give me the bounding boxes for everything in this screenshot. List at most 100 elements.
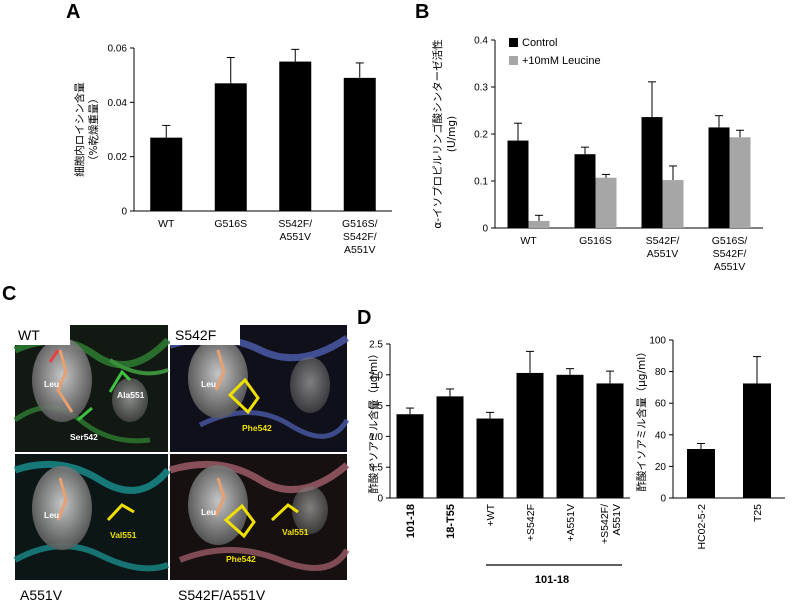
y-tick-label: 0.02: [108, 152, 128, 163]
panel-label-d: D: [357, 307, 371, 329]
y-tick-label: 40: [655, 430, 667, 441]
quad-label-a551v: A551V: [20, 587, 63, 603]
label-leu-double: Leu: [201, 507, 216, 517]
bar: [279, 61, 312, 212]
x-tick-label: S542F/: [278, 218, 312, 230]
x-tick-label: A551V: [279, 231, 311, 243]
y-tick-label: 1.0: [369, 432, 383, 443]
x-tick-label: G516S/: [712, 235, 748, 247]
quad-label-s542f: S542F: [175, 327, 216, 343]
y-tick-label: 0: [482, 224, 488, 235]
legend-swatch-control: [509, 38, 518, 47]
x-tick-label: A551V: [611, 504, 623, 536]
x-tick-label: G516S/: [342, 218, 378, 230]
x-tick-label: S542F/: [646, 235, 680, 247]
label-leu-wt: Leu: [44, 379, 59, 389]
x-tick-label: 101-18: [405, 504, 417, 538]
y-axis-label: 細胞内ロイシン含量: [73, 82, 86, 177]
bar: [596, 383, 624, 498]
chart-d-right: 0 20 40 60 80 100 HC02-5-2 T25 酢酸イソアミル含量（μg/ml）: [635, 336, 785, 550]
x-tick-label: +WT: [485, 503, 497, 526]
structure-wt: Leu Ala551 Ser542: [13, 325, 171, 452]
y-tick-label: 2.5: [369, 340, 383, 351]
bar: [528, 220, 550, 228]
y-axis-label: (U/mg): [446, 116, 458, 152]
y-tick-label: 0: [377, 494, 383, 505]
bar: [662, 180, 684, 228]
bar: [436, 396, 464, 498]
y-tick-label: 0.4: [474, 36, 488, 47]
y-tick-label: 0: [121, 207, 127, 218]
y-tick-label: 2.0: [369, 370, 383, 381]
bar: [214, 83, 247, 211]
y-tick-label: 80: [655, 367, 667, 378]
label-phe542-s542f: Phe542: [242, 423, 272, 433]
quad-label-wt: WT: [18, 327, 40, 343]
bar: [476, 418, 504, 498]
chart-d-left: 0 0.5 1.0 1.5 2.0 2.5 101-18 18-T55 +WT +S542F +A5…: [367, 340, 630, 586]
y-tick-label: 100: [649, 336, 666, 347]
x-tick-label: G516S: [579, 235, 612, 247]
chart-a: 0 0.02 0.04 0.06 WT G516S S542F/A551V G516S/S54…: [73, 44, 392, 256]
x-tick-label: WT: [158, 218, 175, 230]
y-tick-label: 0.5: [369, 463, 383, 474]
bar: [150, 137, 183, 211]
x-tick-label: WT: [520, 235, 537, 247]
bar: [516, 372, 544, 498]
s542f-label-bg: [170, 325, 240, 345]
structure-s542f: Leu Phe542: [168, 325, 350, 452]
x-tick-label: +S542F: [525, 504, 537, 541]
x-tick-label: A551V: [344, 244, 376, 256]
bar: [743, 383, 771, 498]
bar: [595, 177, 617, 228]
x-tick-label: 18-T55: [445, 504, 457, 539]
x-tick-label: A551V: [714, 261, 746, 273]
group-label: 101-18: [535, 574, 569, 586]
label-leu-s542f: Leu: [201, 379, 216, 389]
bar: [641, 117, 663, 228]
quad-label-double: S542F/A551V: [178, 587, 266, 603]
panel-label-a: A: [66, 1, 80, 23]
y-axis-label: 酢酸イソアミル含量（μg/ml）: [367, 348, 380, 493]
bar: [343, 77, 376, 211]
y-tick-label: 60: [655, 399, 667, 410]
panel-label-c: C: [2, 283, 16, 305]
x-tick-label: G516S: [214, 218, 247, 230]
label-val551-a551v: Val551: [110, 530, 137, 540]
label-ala551: Ala551: [117, 390, 145, 400]
y-tick-label: 1.5: [369, 401, 383, 412]
chart-b: 0 0.1 0.2 0.3 0.4 WT G516S S542F/A551V G516S/S54…: [431, 36, 763, 273]
y-tick-label: 0.06: [108, 44, 128, 55]
x-tick-label: S542F/: [713, 248, 747, 260]
bar: [556, 374, 584, 498]
structure-a551v: Leu Val551: [13, 454, 171, 580]
legend-swatch-leucine: [509, 56, 518, 65]
label-val551-double: Val551: [282, 527, 309, 537]
x-tick-label: +S542F/: [599, 504, 611, 544]
x-tick-label: HC02-5-2: [696, 504, 708, 550]
structure-double: Leu Val551 Phe542: [168, 454, 350, 580]
y-axis-label: α-イソプロピルリンゴ酸シンターゼ活性: [431, 39, 444, 228]
label-ser542: Ser542: [70, 432, 98, 442]
bar: [507, 140, 529, 228]
y-tick-label: 0: [660, 494, 666, 505]
x-tick-label: S542F/: [343, 231, 377, 243]
y-axis-label: （%乾燥重量）: [87, 93, 100, 166]
y-tick-label: 0.3: [474, 83, 488, 94]
y-tick-label: 20: [655, 462, 667, 473]
legend-label-control: Control: [522, 37, 557, 49]
bar: [687, 449, 715, 498]
label-leu-a551v: Leu: [44, 510, 59, 520]
y-tick-label: 0.1: [474, 177, 488, 188]
y-tick-label: 0.04: [108, 98, 128, 109]
x-tick-label: A551V: [647, 248, 679, 260]
wt-label-bg: [15, 325, 70, 345]
x-tick-label: T25: [752, 504, 764, 522]
bar: [574, 154, 596, 228]
x-tick-label: +A551V: [565, 504, 577, 542]
y-axis-label: 酢酸イソアミル含量（μg/ml）: [635, 346, 648, 491]
label-phe542-double: Phe542: [226, 554, 256, 564]
bar: [708, 127, 730, 228]
legend-label-leucine: +10mM Leucine: [522, 55, 601, 67]
bar: [396, 414, 424, 498]
